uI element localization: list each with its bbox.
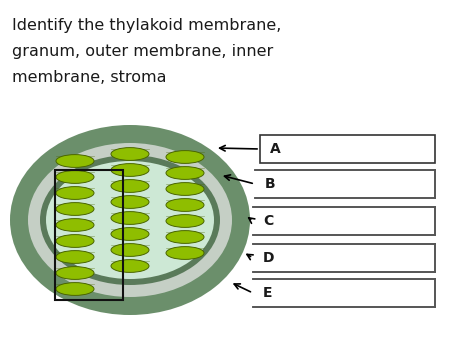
Ellipse shape [56,202,94,215]
Ellipse shape [40,155,220,285]
Ellipse shape [111,148,149,161]
Text: A: A [270,142,281,156]
Ellipse shape [56,154,94,167]
Text: E: E [263,286,273,300]
Ellipse shape [56,283,94,295]
Ellipse shape [56,235,94,247]
Ellipse shape [166,231,204,243]
Ellipse shape [111,179,149,192]
Text: granum, outer membrane, inner: granum, outer membrane, inner [12,44,273,59]
Bar [55,170,123,300]
Ellipse shape [111,260,149,272]
Bar [253,207,435,235]
Ellipse shape [56,171,94,184]
Ellipse shape [28,143,232,297]
Text: D: D [263,251,274,265]
Ellipse shape [56,219,94,232]
Bar [253,279,435,307]
Bar [253,244,435,272]
Ellipse shape [166,247,204,259]
Ellipse shape [166,167,204,179]
Bar [260,135,435,163]
Bar [255,170,435,198]
Text: C: C [263,214,273,228]
Text: Identify the thylakoid membrane,: Identify the thylakoid membrane, [12,18,281,33]
Ellipse shape [46,161,214,279]
Ellipse shape [56,250,94,263]
Ellipse shape [166,215,204,227]
Text: B: B [265,177,275,191]
Ellipse shape [111,196,149,209]
Ellipse shape [166,199,204,211]
Ellipse shape [166,151,204,163]
Ellipse shape [111,244,149,257]
Text: membrane, stroma: membrane, stroma [12,70,166,85]
Ellipse shape [111,164,149,176]
Ellipse shape [111,227,149,240]
Ellipse shape [111,212,149,224]
Ellipse shape [56,267,94,280]
Ellipse shape [10,125,250,315]
Ellipse shape [166,183,204,195]
Ellipse shape [56,187,94,199]
